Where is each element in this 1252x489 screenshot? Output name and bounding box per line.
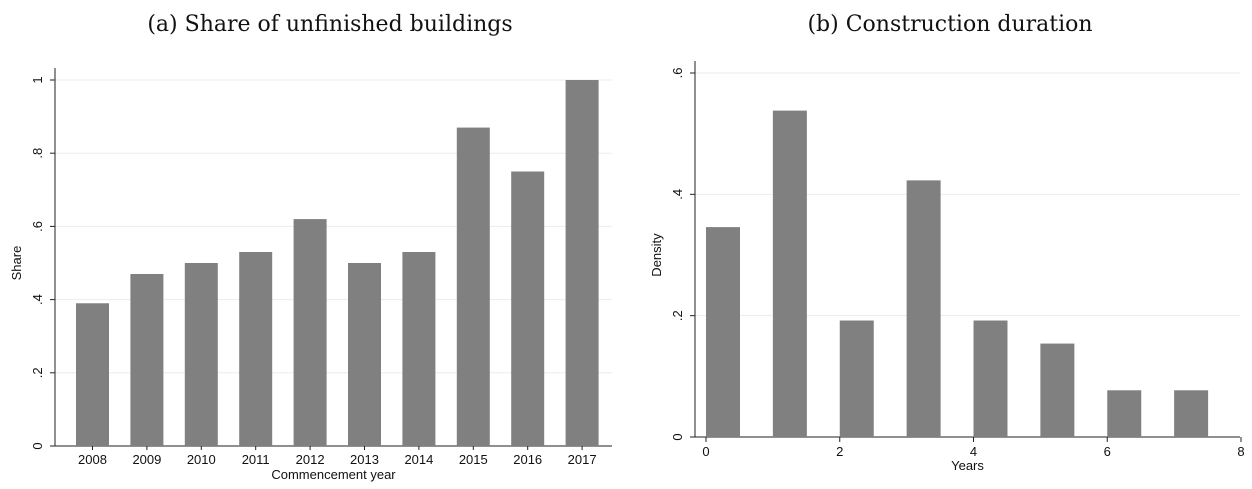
chart-a-x-tick-label: 2012 (296, 452, 325, 467)
chart-a-bar (402, 252, 435, 446)
chart-a-x-tick-label: 2014 (404, 452, 433, 467)
chart-b-bar (1040, 344, 1074, 437)
chart-b-bar (1107, 390, 1141, 437)
chart-b-x-axis-title: Years (951, 458, 984, 473)
chart-b-bar (974, 321, 1008, 437)
chart-a-x-tick-label: 2017 (568, 452, 597, 467)
chart-a-x-tick-label: 2011 (242, 452, 270, 467)
chart-a-x-tick-label: 2010 (187, 452, 216, 467)
chart-b-bar (840, 321, 874, 437)
chart-a-x-tick-label: 2009 (132, 452, 161, 467)
chart-a-bar (185, 263, 218, 446)
chart-a-bar (511, 172, 544, 447)
chart-a-bar (130, 274, 163, 446)
chart-a-bar (294, 219, 327, 446)
chart-a-y-tick-label: .4 (30, 294, 45, 305)
chart-a-x-tick-label: 2015 (459, 452, 488, 467)
chart-a-bar (457, 128, 490, 446)
chart-a-y-tick-label: .2 (30, 367, 45, 378)
chart-a-bar (239, 252, 272, 446)
chart-b-y-tick-label: .6 (670, 68, 685, 79)
chart-a-y-tick-label: .8 (30, 148, 45, 159)
chart-a-y-tick-label: .6 (30, 221, 45, 232)
chart-b-bar (706, 227, 740, 437)
chart-b-bar (1174, 390, 1208, 437)
chart-b-bar (907, 180, 941, 437)
chart-a-y-tick-label: 0 (30, 442, 45, 449)
chart-a-bar (76, 303, 109, 446)
chart-b-x-tick-label: 6 (1104, 444, 1111, 459)
chart-b-x-tick-label: 4 (970, 444, 977, 459)
chart-b-y-tick-label: .2 (670, 310, 685, 321)
chart-a-x-tick-label: 2008 (78, 452, 107, 467)
chart-b-y-axis-title: Density (649, 233, 664, 277)
chart-a-y-tick-label: 1 (30, 76, 45, 83)
chart-b-x-tick-label: 8 (1237, 444, 1244, 459)
chart-a-x-axis-title: Commencement year (271, 467, 396, 482)
chart-a-bar (348, 263, 381, 446)
chart-b-y-tick-label: 0 (670, 433, 685, 440)
chart-a-bar (566, 80, 599, 446)
chart-a-x-tick-label: 2016 (513, 452, 542, 467)
chart-b-x-tick-label: 2 (836, 444, 843, 459)
chart-a-y-axis-title: Share (9, 246, 24, 281)
chart-b-y-tick-label: .4 (670, 189, 685, 200)
chart-a-x-tick-label: 2013 (350, 452, 379, 467)
chart-b-x-tick-label: 0 (702, 444, 709, 459)
chart-b-bar (773, 111, 807, 437)
